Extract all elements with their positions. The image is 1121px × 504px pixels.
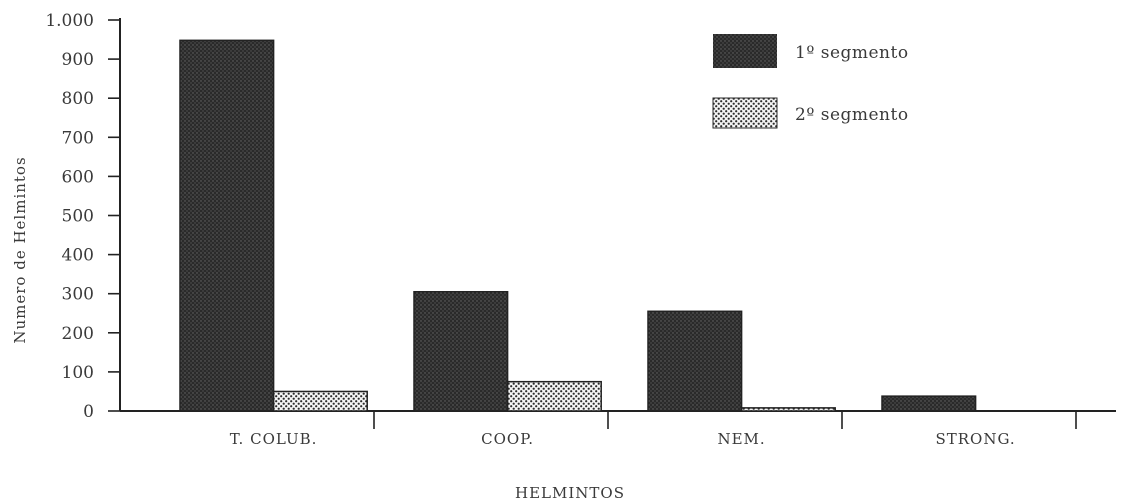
legend-swatch-series-2 <box>712 97 778 129</box>
bar-series-1 <box>647 310 743 412</box>
bar-series-2 <box>272 390 368 412</box>
bars <box>179 39 977 412</box>
y-axis: 0 100 200 300 400 500 600 700 800 900 1.000 <box>45 11 121 422</box>
x-axis: T. COLUB. COOP. NEM. STRONG. <box>120 410 1116 448</box>
y-tick-label: 200 <box>62 324 94 344</box>
x-tick-label: T. COLUB. <box>230 430 318 448</box>
x-tick-label: STRONG. <box>935 430 1015 448</box>
y-tick-label: 800 <box>62 89 94 109</box>
legend-label-series-2: 2º segmento <box>795 105 909 125</box>
y-tick-label: 600 <box>62 167 94 187</box>
bar-series-1 <box>881 395 977 412</box>
y-tick-label: 500 <box>62 207 94 227</box>
legend-label-series-1: 1º segmento <box>795 43 909 63</box>
x-tick-label: NEM. <box>717 430 765 448</box>
y-tick-label: 700 <box>62 128 94 148</box>
y-tick-label: 900 <box>62 50 94 70</box>
bar-series-2 <box>740 407 836 412</box>
y-tick-label: 300 <box>62 285 94 305</box>
y-axis-title: Numero de Helmintos <box>11 156 29 343</box>
bar-series-1 <box>413 290 509 412</box>
x-tick-label: COOP. <box>481 430 534 448</box>
y-tick-label: 1.000 <box>45 11 94 31</box>
legend-swatch-series-1 <box>713 34 777 68</box>
x-axis-title: HELMINTOS <box>515 484 625 502</box>
y-tick-label: 100 <box>62 363 94 383</box>
bar-series-1 <box>179 39 275 412</box>
y-tick-label: 400 <box>62 246 94 266</box>
y-tick-label: 0 <box>83 402 94 422</box>
legend: 1º segmento 2º segmento <box>712 34 909 129</box>
bar-series-2 <box>506 380 602 412</box>
